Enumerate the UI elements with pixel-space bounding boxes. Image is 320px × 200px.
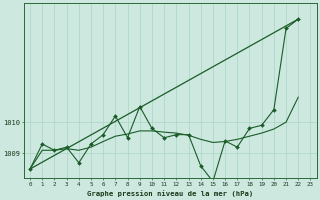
X-axis label: Graphe pression niveau de la mer (hPa): Graphe pression niveau de la mer (hPa) xyxy=(87,190,253,197)
